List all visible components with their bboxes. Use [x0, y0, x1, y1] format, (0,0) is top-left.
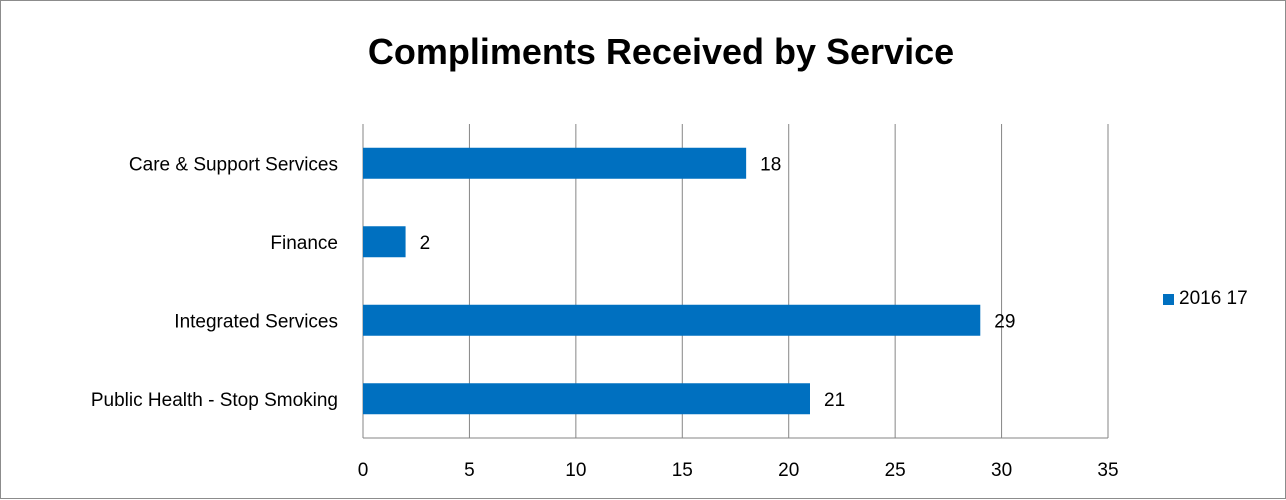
legend-swatch [1163, 293, 1174, 305]
bar [363, 226, 406, 258]
bar [363, 383, 810, 415]
x-tick-label: 5 [464, 460, 475, 481]
x-tick-label: 30 [991, 460, 1012, 481]
data-label: 2 [420, 233, 431, 254]
legend: 2016 17 [1163, 288, 1248, 310]
x-tick-label: 10 [565, 460, 586, 481]
x-tick-label: 35 [1097, 460, 1118, 481]
bar [363, 147, 747, 179]
category-label: Integrated Services [174, 311, 338, 332]
data-label: 29 [994, 311, 1015, 332]
chart-title: Compliments Received by Service [367, 31, 955, 72]
data-label: 21 [824, 390, 845, 411]
category-label: Public Health - Stop Smoking [91, 390, 338, 411]
x-tick-label: 20 [778, 460, 799, 481]
category-label: Finance [270, 233, 338, 254]
x-tick-label: 0 [358, 460, 369, 481]
category-label: Care & Support Services [129, 154, 338, 175]
legend-label: 2016 17 [1179, 288, 1248, 309]
x-tick-label: 25 [885, 460, 906, 481]
bar [363, 304, 981, 336]
data-label: 18 [760, 154, 781, 175]
x-tick-label: 15 [672, 460, 693, 481]
